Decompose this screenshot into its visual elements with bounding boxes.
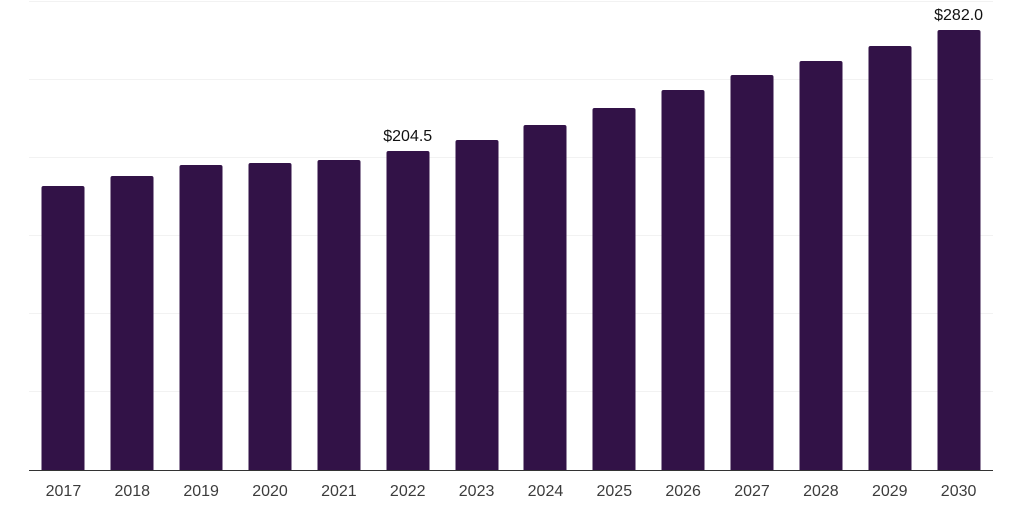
bar-2028 [799,61,843,470]
gridline-300 [29,1,993,2]
bar-2018 [110,175,154,470]
x-axis-line [29,470,993,471]
x-tick-label-2017: 2017 [45,483,82,500]
band-2024 [511,2,580,470]
band-2020 [236,2,305,470]
plot-area: $204.5 $282.0 [29,1,993,471]
band-2025 [580,2,649,470]
bar-2024 [523,125,567,470]
x-tick-label-2019: 2019 [183,483,219,500]
x-tick-label-2023: 2023 [458,483,495,500]
bar-2030 [937,30,981,470]
bar-2019 [179,165,223,470]
gridline-100 [29,313,993,314]
band-2026 [649,2,718,470]
bar-2029 [868,45,912,470]
x-tick-label-2018: 2018 [114,483,151,500]
band-2028 [786,2,855,470]
x-tick-label-2029: 2029 [871,483,908,500]
gridline-150 [29,235,993,236]
band-2019 [167,2,236,470]
gridline-50 [29,391,993,392]
x-tick-label-2030: 2030 [940,483,977,500]
bar-2022 [386,150,430,470]
bars-container: $204.5 $282.0 [29,2,993,470]
data-label-2030: $282.0 [934,7,984,25]
band-2021 [304,2,373,470]
x-tick-label-2028: 2028 [803,483,839,500]
band-2023 [442,2,511,470]
band-2027 [718,2,787,470]
gridline-200 [29,157,993,158]
gridline-250 [29,79,993,80]
band-2029 [855,2,924,470]
x-tick-label-2025: 2025 [596,483,633,500]
x-axis-tick-labels: 2017 2018 2019 2020 2021 2022 2023 2024 2025 2026… [29,482,993,502]
bar-2021 [317,159,361,470]
band-2017 [29,2,98,470]
bar-2027 [730,75,774,470]
x-tick-label-2027: 2027 [734,483,770,500]
x-tick-label-2024: 2024 [527,483,564,500]
bar-2023 [455,140,499,470]
bar-2017 [41,186,85,470]
band-2030: $282.0 [924,2,993,470]
x-tick-label-2020: 2020 [252,483,288,500]
bar-2026 [661,90,705,470]
band-2018 [98,2,167,470]
data-label-2022: $204.5 [383,127,433,145]
bar-2020 [248,163,292,470]
band-2022: $204.5 [373,2,442,470]
x-tick-label-2022: 2022 [389,483,426,500]
bar-2025 [592,108,636,470]
x-tick-label-2026: 2026 [665,483,701,500]
x-tick-label-2021: 2021 [321,483,357,500]
